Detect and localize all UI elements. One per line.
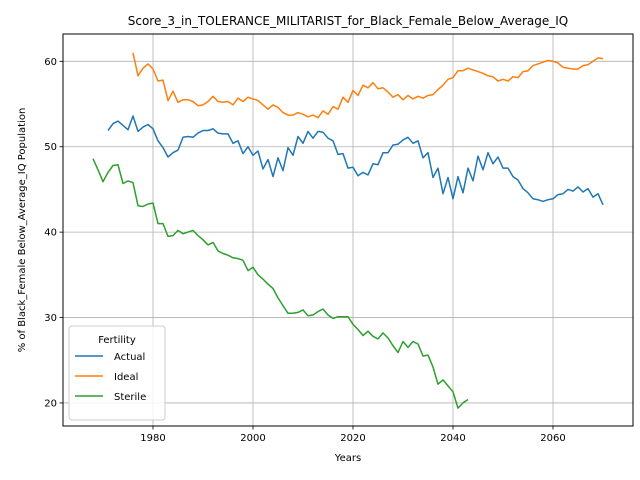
x-axis-label: Years [334, 453, 361, 464]
legend-label-actual: Actual [114, 352, 145, 363]
y-tick-label: 40 [44, 228, 57, 239]
x-tick-label: 2060 [540, 433, 565, 444]
chart-title: Score_3_in_TOLERANCE_MILITARIST_for_Blac… [128, 14, 569, 28]
y-tick-label: 60 [44, 57, 57, 68]
legend: Fertility Actual Ideal Sterile [68, 325, 166, 421]
plot-frame [62, 33, 634, 427]
legend-label-sterile: Sterile [114, 392, 146, 403]
series-line-sterile [92, 158, 469, 409]
x-tick-label: 2000 [240, 433, 265, 444]
y-axis-label: % of Black_Female Below_Average_IQ Popul… [17, 108, 28, 353]
y-axis-ticks: 20 30 40 50 60 [44, 57, 63, 409]
x-tick-label: 2040 [440, 433, 465, 444]
y-tick-label: 20 [44, 398, 57, 409]
series-line-ideal [132, 52, 604, 119]
y-tick-label: 30 [44, 313, 57, 324]
legend-title: Fertility [98, 335, 136, 346]
y-tick-label: 50 [44, 142, 57, 153]
x-axis-ticks: 1980 2000 2020 2040 2060 [140, 426, 566, 444]
series-line-actual [107, 115, 604, 206]
x-tick-label: 2020 [340, 433, 365, 444]
x-tick-label: 1980 [140, 433, 165, 444]
legend-label-ideal: Ideal [114, 372, 138, 383]
series-lines [92, 52, 604, 409]
